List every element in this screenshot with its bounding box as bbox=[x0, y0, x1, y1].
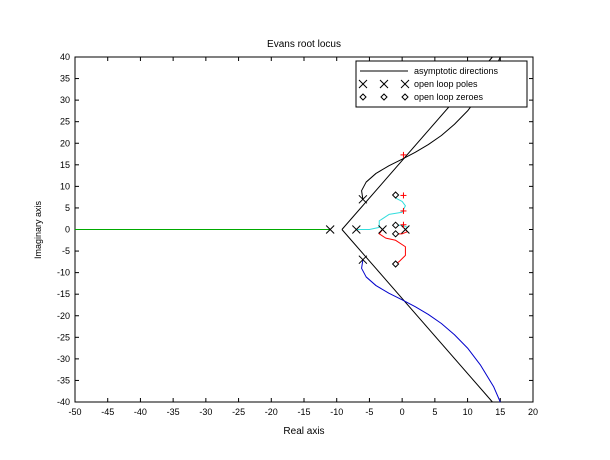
open-loop-pole-marker bbox=[325, 225, 335, 234]
x-tick-label: -5 bbox=[365, 407, 373, 417]
open-loop-pole-marker bbox=[378, 225, 387, 234]
legend: asymptotic directions open loop poles open… bbox=[355, 60, 528, 108]
y-tick-label: -40 bbox=[57, 397, 70, 407]
x-tick-label: -45 bbox=[101, 407, 114, 417]
imag-axis-crossing-marker bbox=[400, 192, 407, 199]
y-tick-label: 25 bbox=[60, 117, 70, 127]
x-tick-label: -40 bbox=[134, 407, 147, 417]
chart-title: Evans root locus bbox=[267, 39, 341, 50]
legend-label: open loop poles bbox=[414, 79, 478, 89]
legend-pole-swatch bbox=[379, 79, 389, 89]
x-tick-label: 5 bbox=[432, 407, 437, 417]
locus-branch bbox=[361, 259, 501, 403]
x-tick-label: 0 bbox=[400, 407, 405, 417]
open-loop-zero-marker bbox=[391, 191, 400, 199]
imag-axis-crossing-marker bbox=[400, 207, 407, 214]
x-tick-label: 10 bbox=[463, 407, 473, 417]
y-tick-label: -20 bbox=[57, 311, 70, 321]
legend-label: open loop zeroes bbox=[414, 92, 484, 102]
locus-branches bbox=[75, 56, 501, 403]
y-axis-label: Imaginary axis bbox=[33, 200, 43, 259]
y-tick-label: 0 bbox=[65, 225, 70, 235]
y-tick-label: 10 bbox=[60, 181, 70, 191]
locus-branch bbox=[356, 195, 406, 230]
x-tick-label: -30 bbox=[199, 407, 212, 417]
x-tick-label: -35 bbox=[167, 407, 180, 417]
y-tick-label: 15 bbox=[60, 160, 70, 170]
y-tick-label: -25 bbox=[57, 332, 70, 342]
x-tick-label: 20 bbox=[528, 407, 538, 417]
x-tick-label: -20 bbox=[265, 407, 278, 417]
y-tick-label: 30 bbox=[60, 95, 70, 105]
x-axis-ticks: -50 -45 -40 -35 -30 -25 -20 -15 -10 -5 0 5 10 15 20 bbox=[68, 57, 538, 417]
y-tick-label: -5 bbox=[62, 246, 70, 256]
imag-axis-crossing-marker bbox=[400, 151, 407, 158]
x-tick-label: -15 bbox=[297, 407, 310, 417]
open-loop-zero-marker bbox=[391, 221, 400, 229]
open-loop-zero-marker bbox=[391, 260, 400, 268]
legend-label: asymptotic directions bbox=[414, 66, 499, 76]
y-tick-label: -30 bbox=[57, 354, 70, 364]
locus-markers bbox=[325, 151, 410, 268]
legend-zero-swatch bbox=[401, 93, 409, 101]
legend-entry: open loop poles bbox=[358, 79, 478, 89]
y-tick-label: 35 bbox=[60, 74, 70, 84]
y-tick-label: 20 bbox=[60, 138, 70, 148]
x-tick-label: 15 bbox=[495, 407, 505, 417]
locus-branch bbox=[378, 229, 406, 265]
imag-axis-crossing-marker bbox=[400, 221, 407, 228]
y-tick-label: 5 bbox=[65, 203, 70, 213]
open-loop-pole-marker bbox=[358, 194, 368, 204]
open-loop-pole-marker bbox=[358, 255, 368, 265]
x-tick-label: -25 bbox=[232, 407, 245, 417]
asymptote-line bbox=[341, 229, 493, 403]
y-tick-label: -15 bbox=[57, 289, 70, 299]
x-tick-label: -50 bbox=[68, 407, 81, 417]
y-tick-label: 40 bbox=[60, 52, 70, 62]
legend-pole-swatch bbox=[400, 79, 410, 89]
open-loop-pole-marker bbox=[351, 225, 361, 234]
x-tick-label: -10 bbox=[330, 407, 343, 417]
legend-pole-swatch bbox=[358, 79, 368, 89]
open-loop-pole-marker bbox=[401, 225, 410, 234]
legend-entry: asymptotic directions bbox=[360, 66, 499, 76]
y-tick-label: -35 bbox=[57, 375, 70, 385]
open-loop-zero-marker bbox=[391, 230, 400, 238]
x-axis-label: Real axis bbox=[283, 426, 324, 437]
legend-zero-swatch bbox=[359, 93, 367, 101]
legend-zero-swatch bbox=[380, 93, 388, 101]
y-axis-ticks: -40 -35 -30 -25 -20 -15 -10 -5 0 5 10 15 20 25 30 35 40 bbox=[57, 52, 533, 407]
y-tick-label: -10 bbox=[57, 268, 70, 278]
legend-entry: open loop zeroes bbox=[359, 92, 484, 102]
